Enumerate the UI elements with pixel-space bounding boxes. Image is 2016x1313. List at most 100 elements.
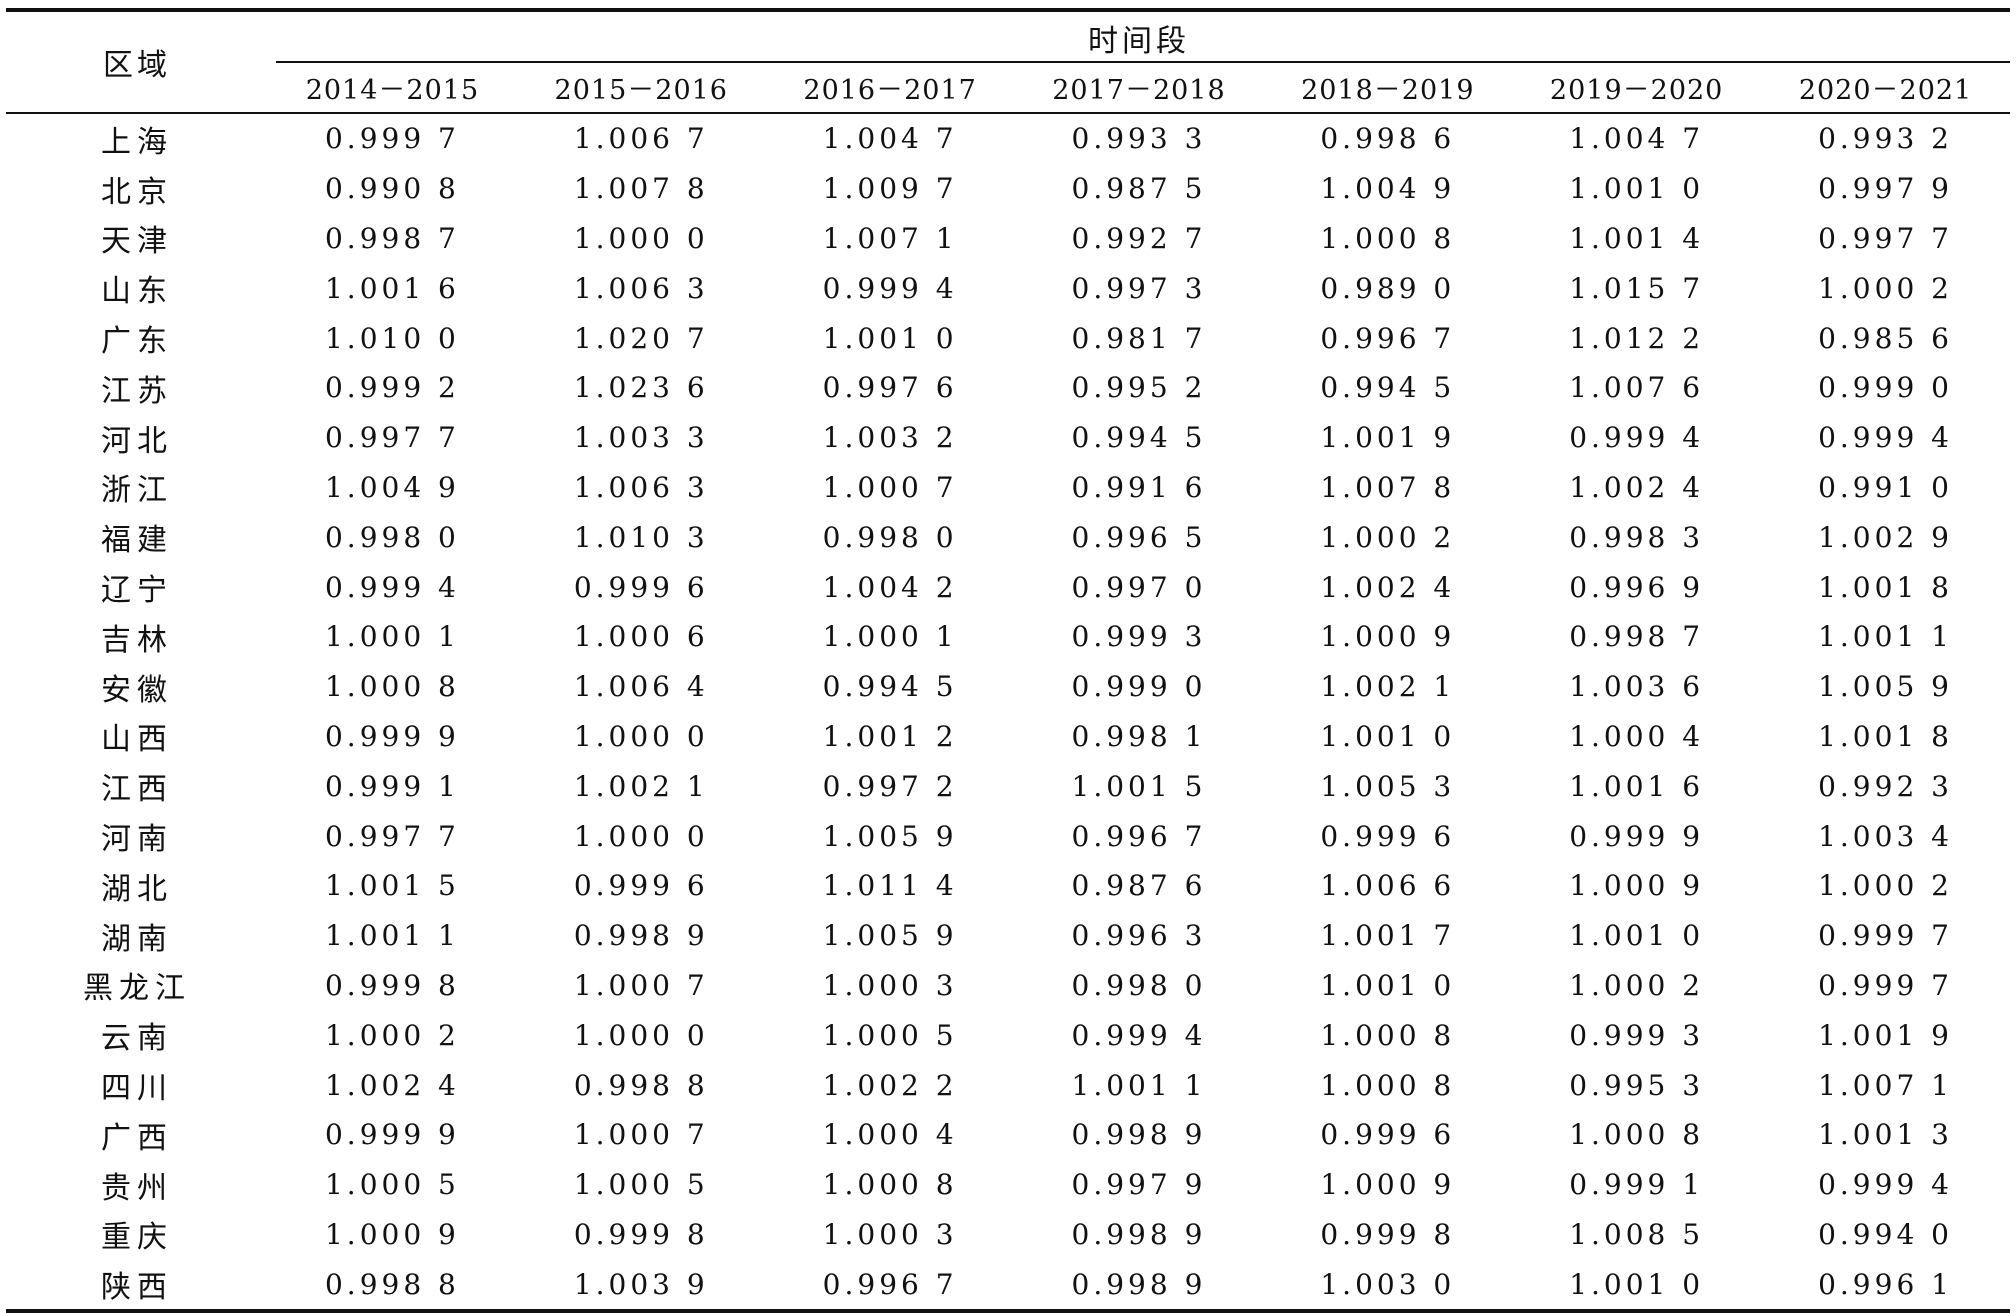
value-cell: 0.992 3 xyxy=(1818,769,1953,803)
value-cell: 1.000 9 xyxy=(324,1217,460,1251)
value-cell: 0.999 4 xyxy=(324,570,460,604)
table-row: 安徽 1.000 8 1.006 4 0.994 5 0.999 0 1.002 1 1.0… xyxy=(6,662,2010,712)
region-cell: 山西 xyxy=(101,722,173,758)
region-cell: 陕西 xyxy=(6,1259,268,1313)
value-cell: 0.998 7 xyxy=(1569,620,1705,654)
value-cell: 1.000 7 xyxy=(573,968,709,1002)
value-cell: 1.001 0 xyxy=(1569,172,1705,206)
region-cell: 辽宁 xyxy=(101,573,173,609)
period-group-header: 时间段 xyxy=(268,7,2010,66)
value-cell: 1.023 6 xyxy=(573,371,709,405)
table-row: 广东 1.010 0 1.020 7 1.001 0 0.981 7 0.996 7 1.0… xyxy=(6,313,2010,363)
region-cell: 福建 xyxy=(101,523,173,559)
value-cell: 0.998 0 xyxy=(1071,968,1207,1002)
value-cell: 0.999 6 xyxy=(573,570,709,604)
table-row: 江西 0.999 1 1.002 1 0.997 2 1.001 5 1.005 3 1.0… xyxy=(6,761,2010,811)
table-body: 上海 0.999 7 1.006 7 1.004 7 0.993 3 0.998 6 1.0… xyxy=(6,113,2010,1313)
value-cell: 0.996 9 xyxy=(1569,570,1705,604)
value-cell: 0.999 9 xyxy=(1569,819,1705,853)
value-cell: 1.010 0 xyxy=(324,321,460,355)
value-cell: 1.000 2 xyxy=(1569,968,1705,1002)
table-row: 河南 0.997 7 1.000 0 1.005 9 0.996 7 0.999 6 0.9… xyxy=(6,811,2010,861)
value-cell: 1.003 6 xyxy=(1569,670,1705,704)
value-cell: 0.998 9 xyxy=(1071,1118,1207,1152)
value-cell: 0.999 4 xyxy=(1818,421,1953,455)
table-row: 北京 0.990 8 1.007 8 1.009 7 0.987 5 1.004 9 1.0… xyxy=(6,164,2010,214)
table-row: 重庆 1.000 9 0.999 8 1.000 3 0.998 9 0.999 8 1.0… xyxy=(6,1210,2010,1260)
value-cell: 0.994 5 xyxy=(1071,421,1207,455)
region-cell: 天津 xyxy=(101,224,173,260)
value-cell: 1.001 0 xyxy=(1569,919,1705,953)
value-cell: 1.000 2 xyxy=(1320,520,1456,554)
value-cell: 0.999 4 xyxy=(822,271,958,305)
value-cell: 1.001 7 xyxy=(1320,919,1456,953)
value-cell: 0.997 7 xyxy=(1818,221,1953,255)
value-cell: 1.001 5 xyxy=(1071,769,1207,803)
value-cell: 0.987 6 xyxy=(1071,869,1207,903)
value-cell: 1.000 0 xyxy=(573,719,709,753)
table-row: 河北 0.997 7 1.003 3 1.003 2 0.994 5 1.001 9 0.9… xyxy=(6,413,2010,463)
value-cell: 0.999 0 xyxy=(1818,371,1953,405)
value-cell: 0.998 7 xyxy=(324,221,460,255)
value-cell: 1.005 9 xyxy=(822,919,958,953)
region-cell: 北京 xyxy=(101,174,173,210)
value-cell: 1.001 6 xyxy=(1569,769,1705,803)
value-cell: 0.994 5 xyxy=(1320,371,1456,405)
value-cell: 1.001 1 xyxy=(1818,620,1953,654)
value-cell: 0.997 0 xyxy=(1071,570,1207,604)
value-cell: 1.000 1 xyxy=(822,620,958,654)
value-cell: 1.000 8 xyxy=(1320,1068,1456,1102)
value-cell: 1.006 3 xyxy=(573,271,709,305)
region-cell: 湖北 xyxy=(101,871,173,907)
region-cell: 河南 xyxy=(101,822,173,858)
value-cell: 1.006 4 xyxy=(573,670,709,704)
value-cell: 1.001 3 xyxy=(1818,1118,1953,1152)
table-row: 山东 1.001 6 1.006 3 0.999 4 0.997 3 0.989 0 1.0… xyxy=(6,263,2010,313)
period-header: 2020－2021 xyxy=(1761,63,2010,114)
value-cell: 1.000 9 xyxy=(1320,1168,1456,1202)
table-row: 浙江 1.004 9 1.006 3 1.000 7 0.991 6 1.007 8 1.0… xyxy=(6,463,2010,513)
value-cell: 0.999 6 xyxy=(1320,819,1456,853)
value-cell: 1.001 0 xyxy=(1512,1259,1762,1313)
value-cell: 0.999 3 xyxy=(1569,1018,1705,1052)
value-cell: 0.996 3 xyxy=(1071,919,1207,953)
region-cell: 吉林 xyxy=(101,622,173,658)
value-cell: 1.000 6 xyxy=(573,620,709,654)
value-cell: 0.996 7 xyxy=(1320,321,1456,355)
value-cell: 0.997 9 xyxy=(1818,172,1953,206)
value-cell: 1.002 4 xyxy=(1320,570,1456,604)
table-header: 区域 时间段 2014－2015 2015－2016 2016－2017 2017－2… xyxy=(6,7,2010,114)
value-cell: 0.999 7 xyxy=(324,122,460,156)
value-cell: 1.001 5 xyxy=(324,869,460,903)
value-cell: 1.001 8 xyxy=(1818,570,1953,604)
value-cell: 1.012 2 xyxy=(1569,321,1705,355)
value-cell: 0.997 2 xyxy=(822,769,958,803)
value-cell: 0.995 2 xyxy=(1071,371,1207,405)
value-cell: 1.001 0 xyxy=(1320,968,1456,1002)
table-row: 贵州 1.000 5 1.000 5 1.000 8 0.997 9 1.000 9 0.9… xyxy=(6,1160,2010,1210)
value-cell: 1.000 5 xyxy=(324,1168,460,1202)
value-cell: 1.005 3 xyxy=(1320,769,1456,803)
value-cell: 1.001 6 xyxy=(324,271,460,305)
value-cell: 0.996 5 xyxy=(1071,520,1207,554)
period-header: 2017－2018 xyxy=(1014,63,1264,114)
region-cell: 河北 xyxy=(101,423,173,459)
value-cell: 0.994 0 xyxy=(1818,1217,1953,1251)
value-cell: 0.998 3 xyxy=(1569,520,1705,554)
table-row: 湖南 1.001 1 0.998 9 1.005 9 0.996 3 1.001 7 1.0… xyxy=(6,911,2010,961)
region-cell: 广西 xyxy=(101,1120,173,1156)
value-cell: 1.000 3 xyxy=(822,1217,958,1251)
value-cell: 1.000 8 xyxy=(1569,1118,1705,1152)
value-cell: 0.998 9 xyxy=(1071,1217,1207,1251)
value-cell: 1.008 5 xyxy=(1569,1217,1705,1251)
value-cell: 1.003 3 xyxy=(573,421,709,455)
value-cell: 1.000 0 xyxy=(573,221,709,255)
region-cell: 江西 xyxy=(101,772,173,808)
value-cell: 1.004 9 xyxy=(1320,172,1456,206)
value-cell: 0.997 9 xyxy=(1071,1168,1207,1202)
value-cell: 0.999 9 xyxy=(324,1118,460,1152)
value-cell: 1.007 8 xyxy=(573,172,709,206)
value-cell: 0.999 3 xyxy=(1071,620,1207,654)
value-cell: 1.000 8 xyxy=(822,1168,958,1202)
value-cell: 0.998 0 xyxy=(822,520,958,554)
